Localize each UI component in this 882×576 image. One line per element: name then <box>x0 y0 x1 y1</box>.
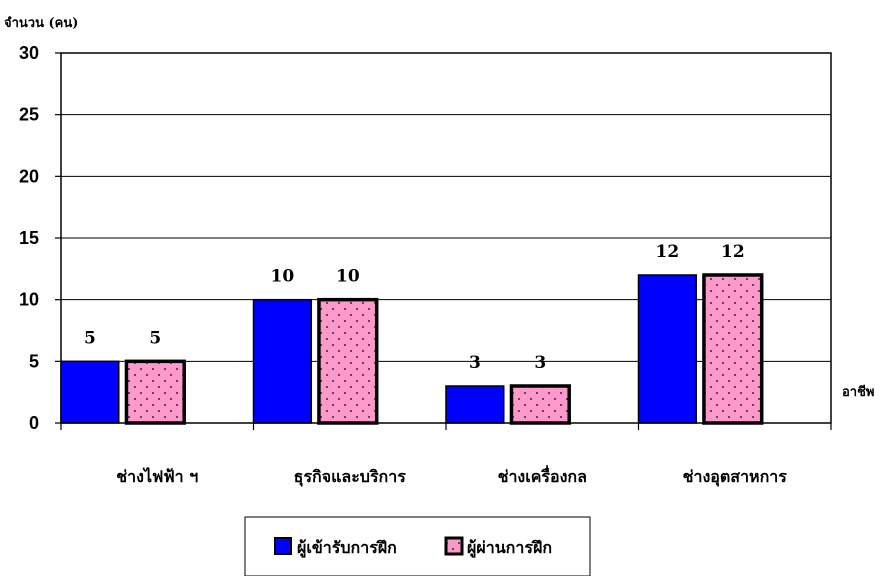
y-tick-label: 30 <box>19 43 39 63</box>
x-ticks <box>60 423 832 430</box>
category-label: ช่างไฟฟ้า ฯ <box>116 467 198 486</box>
legend-swatch-series-1 <box>274 537 292 555</box>
data-labels: 5 5 10 10 3 3 12 12 <box>84 242 745 373</box>
legend: ผู้เข้ารับการฝึก ผู้ผ่านการฝึก <box>244 516 591 576</box>
y-tick-label: 0 <box>29 413 39 433</box>
x-axis-label: อาชีพ <box>842 384 875 400</box>
bar-series-1 <box>252 298 312 424</box>
legend-label-series-2: ผู้ผ่านการฝึก <box>467 538 552 559</box>
y-tick-label: 15 <box>19 228 39 248</box>
bar-series-1 <box>445 385 505 424</box>
bar-series-1 <box>60 360 120 424</box>
y-tick-label: 25 <box>19 105 39 125</box>
bar-series-2 <box>317 297 379 425</box>
data-label: 12 <box>721 242 745 262</box>
y-tick-labels: 0 5 10 15 20 25 30 <box>19 43 61 433</box>
category-labels: ช่างไฟฟ้า ฯ ธุรกิจและบริการ ช่างเครื่องกล ช… <box>116 465 787 487</box>
data-label: 5 <box>84 328 96 348</box>
data-label: 12 <box>656 242 680 262</box>
category-label: ธุรกิจและบริการ <box>294 467 407 487</box>
y-tick-label: 20 <box>19 166 39 186</box>
legend-label-series-1: ผู้เข้ารับการฝึก <box>297 538 397 559</box>
data-label: 10 <box>336 267 360 287</box>
y-axis-label: จำนวน (คน) <box>4 15 78 31</box>
category-label: ช่างอุตสาหการ <box>683 467 788 487</box>
plot-area: 0 5 10 15 20 25 30 5 5 10 10 3 3 12 12 ช่างไฟฟ้า ฯ ธุร… <box>19 43 832 487</box>
data-label: 10 <box>271 267 295 287</box>
bars <box>60 273 764 425</box>
y-tick-label: 10 <box>19 290 39 310</box>
legend-swatch-series-2 <box>444 536 464 556</box>
bar-series-1 <box>637 274 697 424</box>
data-label: 3 <box>534 353 546 373</box>
category-label: ช่างเครื่องกล <box>498 465 587 486</box>
bar-series-2 <box>702 273 764 425</box>
bar-series-2 <box>509 384 571 425</box>
bar-series-2 <box>124 359 186 425</box>
data-label: 5 <box>149 328 161 348</box>
data-label: 3 <box>469 353 481 373</box>
legend-box <box>244 516 591 576</box>
y-tick-label: 5 <box>29 351 39 371</box>
